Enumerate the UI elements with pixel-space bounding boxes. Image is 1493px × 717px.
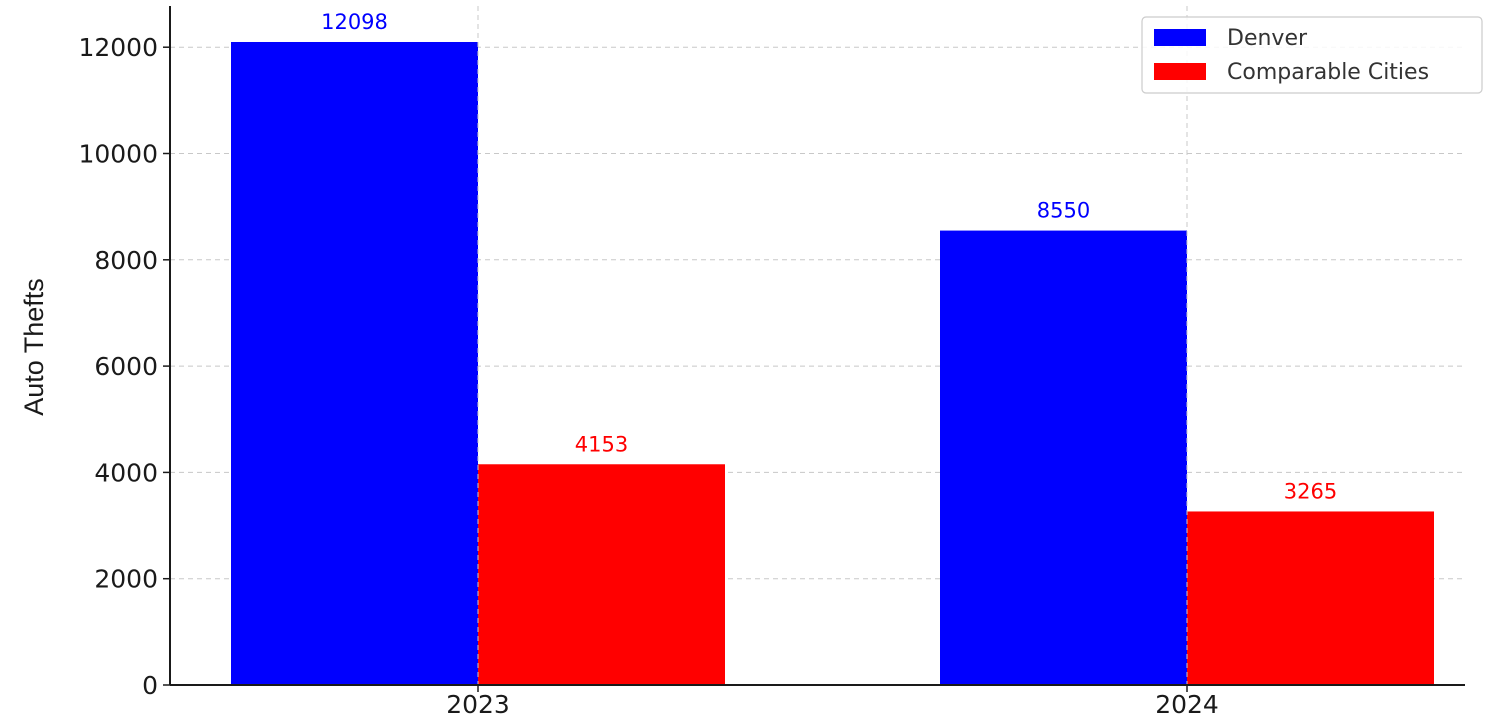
bar-denver-2023 <box>231 41 478 685</box>
axes <box>169 6 1465 686</box>
bar-comparable-cities-2024 <box>1187 511 1434 685</box>
bar-denver-2024 <box>940 230 1187 685</box>
legend-box <box>1141 16 1483 94</box>
x-tick-label: 2023 <box>446 690 510 717</box>
x-tick-labels: 2023 2024 <box>446 685 1219 717</box>
x-tick-label: 2024 <box>1155 690 1219 717</box>
y-tick-labels: 0 2000 4000 6000 8000 10000 12000 <box>78 33 170 700</box>
y-axis-label: Auto Thefts <box>19 278 49 416</box>
bar-comparable-cities-2023 <box>478 464 725 685</box>
legend-swatch <box>1154 63 1206 80</box>
y-tick-label: 6000 <box>94 352 158 381</box>
y-tick-label: 8000 <box>94 246 158 275</box>
y-tick-label: 12000 <box>78 33 158 62</box>
bar-value-labels: 12098 4153 8550 3265 <box>321 6 1337 685</box>
y-tick-label: 0 <box>142 671 158 700</box>
bar-value-label: 3265 <box>1284 479 1337 503</box>
legend-swatch <box>1154 29 1206 46</box>
y-tick-label: 2000 <box>94 565 158 594</box>
bar-value-label: 12098 <box>321 10 388 34</box>
legend-label: Denver <box>1227 26 1308 51</box>
y-tick-label: 10000 <box>78 140 158 169</box>
legend: Denver Comparable Cities <box>1141 16 1483 94</box>
legend-label: Comparable Cities <box>1227 60 1429 85</box>
y-tick-label: 4000 <box>94 458 158 487</box>
bars <box>231 41 1434 685</box>
bar-value-label: 4153 <box>575 432 628 456</box>
bar-value-label: 8550 <box>1037 199 1090 223</box>
